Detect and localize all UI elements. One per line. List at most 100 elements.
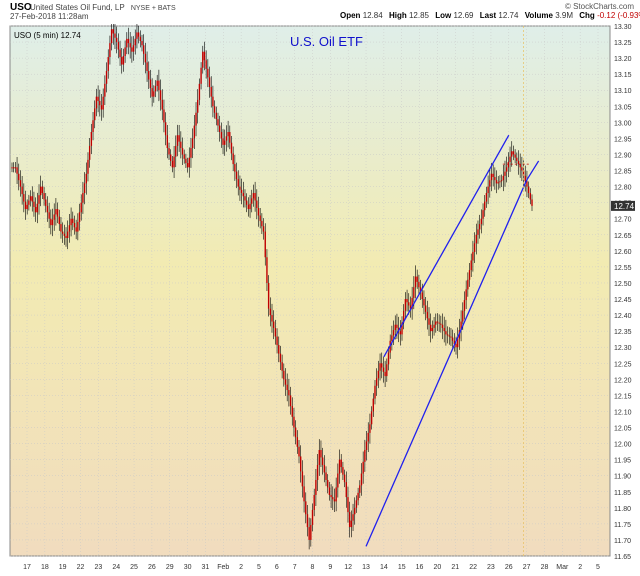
candle-body: [325, 472, 327, 480]
candle-body: [470, 260, 472, 271]
candle-body: [181, 148, 184, 155]
candle-body: [475, 234, 477, 244]
candle-body: [208, 77, 211, 88]
candle-body: [382, 367, 385, 372]
candle-body: [305, 501, 307, 515]
candle-body: [345, 482, 347, 498]
y-tick-label: 11.80: [614, 506, 631, 513]
candle-body: [500, 180, 503, 182]
candle-body: [224, 140, 226, 145]
candle-body: [462, 310, 464, 322]
candle-body: [288, 390, 290, 396]
channel-lower-line: [365, 179, 528, 547]
candle-body: [516, 157, 518, 161]
candle-body: [122, 55, 125, 65]
candle-body: [468, 270, 471, 280]
candle-body: [418, 281, 420, 288]
candle-body: [413, 287, 415, 298]
candle-body: [293, 416, 295, 428]
candle-body: [343, 474, 346, 483]
trend-channel: [365, 26, 540, 556]
candle-body: [82, 193, 84, 203]
candle-body: [154, 85, 157, 92]
candle-body: [522, 170, 525, 176]
candle-body: [188, 157, 190, 168]
candle-body: [102, 96, 104, 110]
candle-body: [517, 160, 520, 165]
last-label: Last: [479, 11, 497, 20]
candle-body: [499, 181, 501, 183]
candle-body: [379, 363, 381, 371]
candle-body: [323, 464, 326, 473]
y-tick-label: 12.95: [614, 136, 632, 143]
candle-body: [158, 80, 160, 91]
candle-body: [85, 173, 87, 184]
y-tick-label: 12.10: [614, 409, 632, 416]
candle-body: [286, 384, 288, 391]
x-tick-label: Mar: [556, 564, 569, 571]
high-value: 12.85: [408, 11, 429, 20]
candle-body: [485, 193, 488, 202]
candle-body: [428, 318, 430, 325]
candle-body: [320, 450, 322, 458]
chart-title: U.S. Oil ETF: [290, 34, 363, 49]
channel-upper-line: [383, 134, 510, 358]
candle-body: [261, 220, 263, 227]
candle-body: [94, 108, 96, 121]
candle-body: [112, 29, 114, 34]
y-tick-label: 13.10: [614, 88, 632, 95]
candle-body: [190, 148, 192, 158]
candle-body: [337, 473, 339, 488]
candle-body: [377, 370, 380, 379]
y-tick-label: 12.50: [614, 281, 632, 288]
candle-body: [424, 305, 427, 312]
candle-body: [511, 151, 513, 157]
chg-label: Chg: [579, 11, 595, 20]
candle-body: [41, 186, 44, 194]
candle-body: [502, 175, 505, 181]
candle-body: [168, 148, 170, 155]
candle-body: [46, 205, 49, 213]
candle-body: [200, 67, 202, 84]
candle-body: [21, 186, 23, 195]
candle-body: [426, 311, 429, 319]
candle-body: [159, 90, 162, 100]
exchange-label: NYSE + BATS: [130, 5, 176, 12]
last-value-badge-bg: [611, 200, 635, 211]
candle-body: [460, 321, 462, 331]
candle-body: [107, 57, 109, 71]
candle-body: [217, 119, 219, 126]
candle-body: [411, 297, 413, 309]
candle-body: [360, 473, 363, 486]
candle-body: [436, 321, 439, 323]
candle-body: [367, 432, 369, 442]
y-tick-label: 11.85: [614, 490, 631, 497]
candle-body: [232, 153, 234, 165]
fund-name: United States Oil Fund, LP NYSE + BATS: [30, 3, 176, 12]
candle-body: [262, 226, 265, 232]
candle-body: [306, 514, 309, 528]
candle-body: [357, 492, 359, 501]
candle-body: [38, 195, 40, 204]
candle-body: [75, 227, 77, 232]
candle-body: [327, 479, 329, 488]
y-tick-label: 12.80: [614, 185, 632, 192]
x-tick-label: 12: [344, 564, 352, 571]
candle-body: [457, 338, 459, 348]
y-tick-label: 12.70: [614, 217, 632, 224]
candle-body: [453, 340, 456, 344]
x-tick-label: 30: [184, 564, 192, 571]
candle-body: [65, 235, 67, 238]
candle-body: [303, 486, 305, 502]
candle-body: [527, 186, 530, 194]
candle-body: [256, 200, 258, 209]
candle-body: [229, 132, 231, 143]
candle-body: [11, 167, 13, 169]
candle-body: [127, 38, 130, 44]
candle-body: [274, 327, 277, 337]
candle-body: [364, 450, 366, 462]
y-tick-label: 11.70: [614, 538, 631, 545]
last-value-badge-text: 12.74: [614, 202, 635, 211]
chg-value: -0.12 (-0.93%): [597, 11, 640, 20]
candle-body: [126, 38, 128, 48]
